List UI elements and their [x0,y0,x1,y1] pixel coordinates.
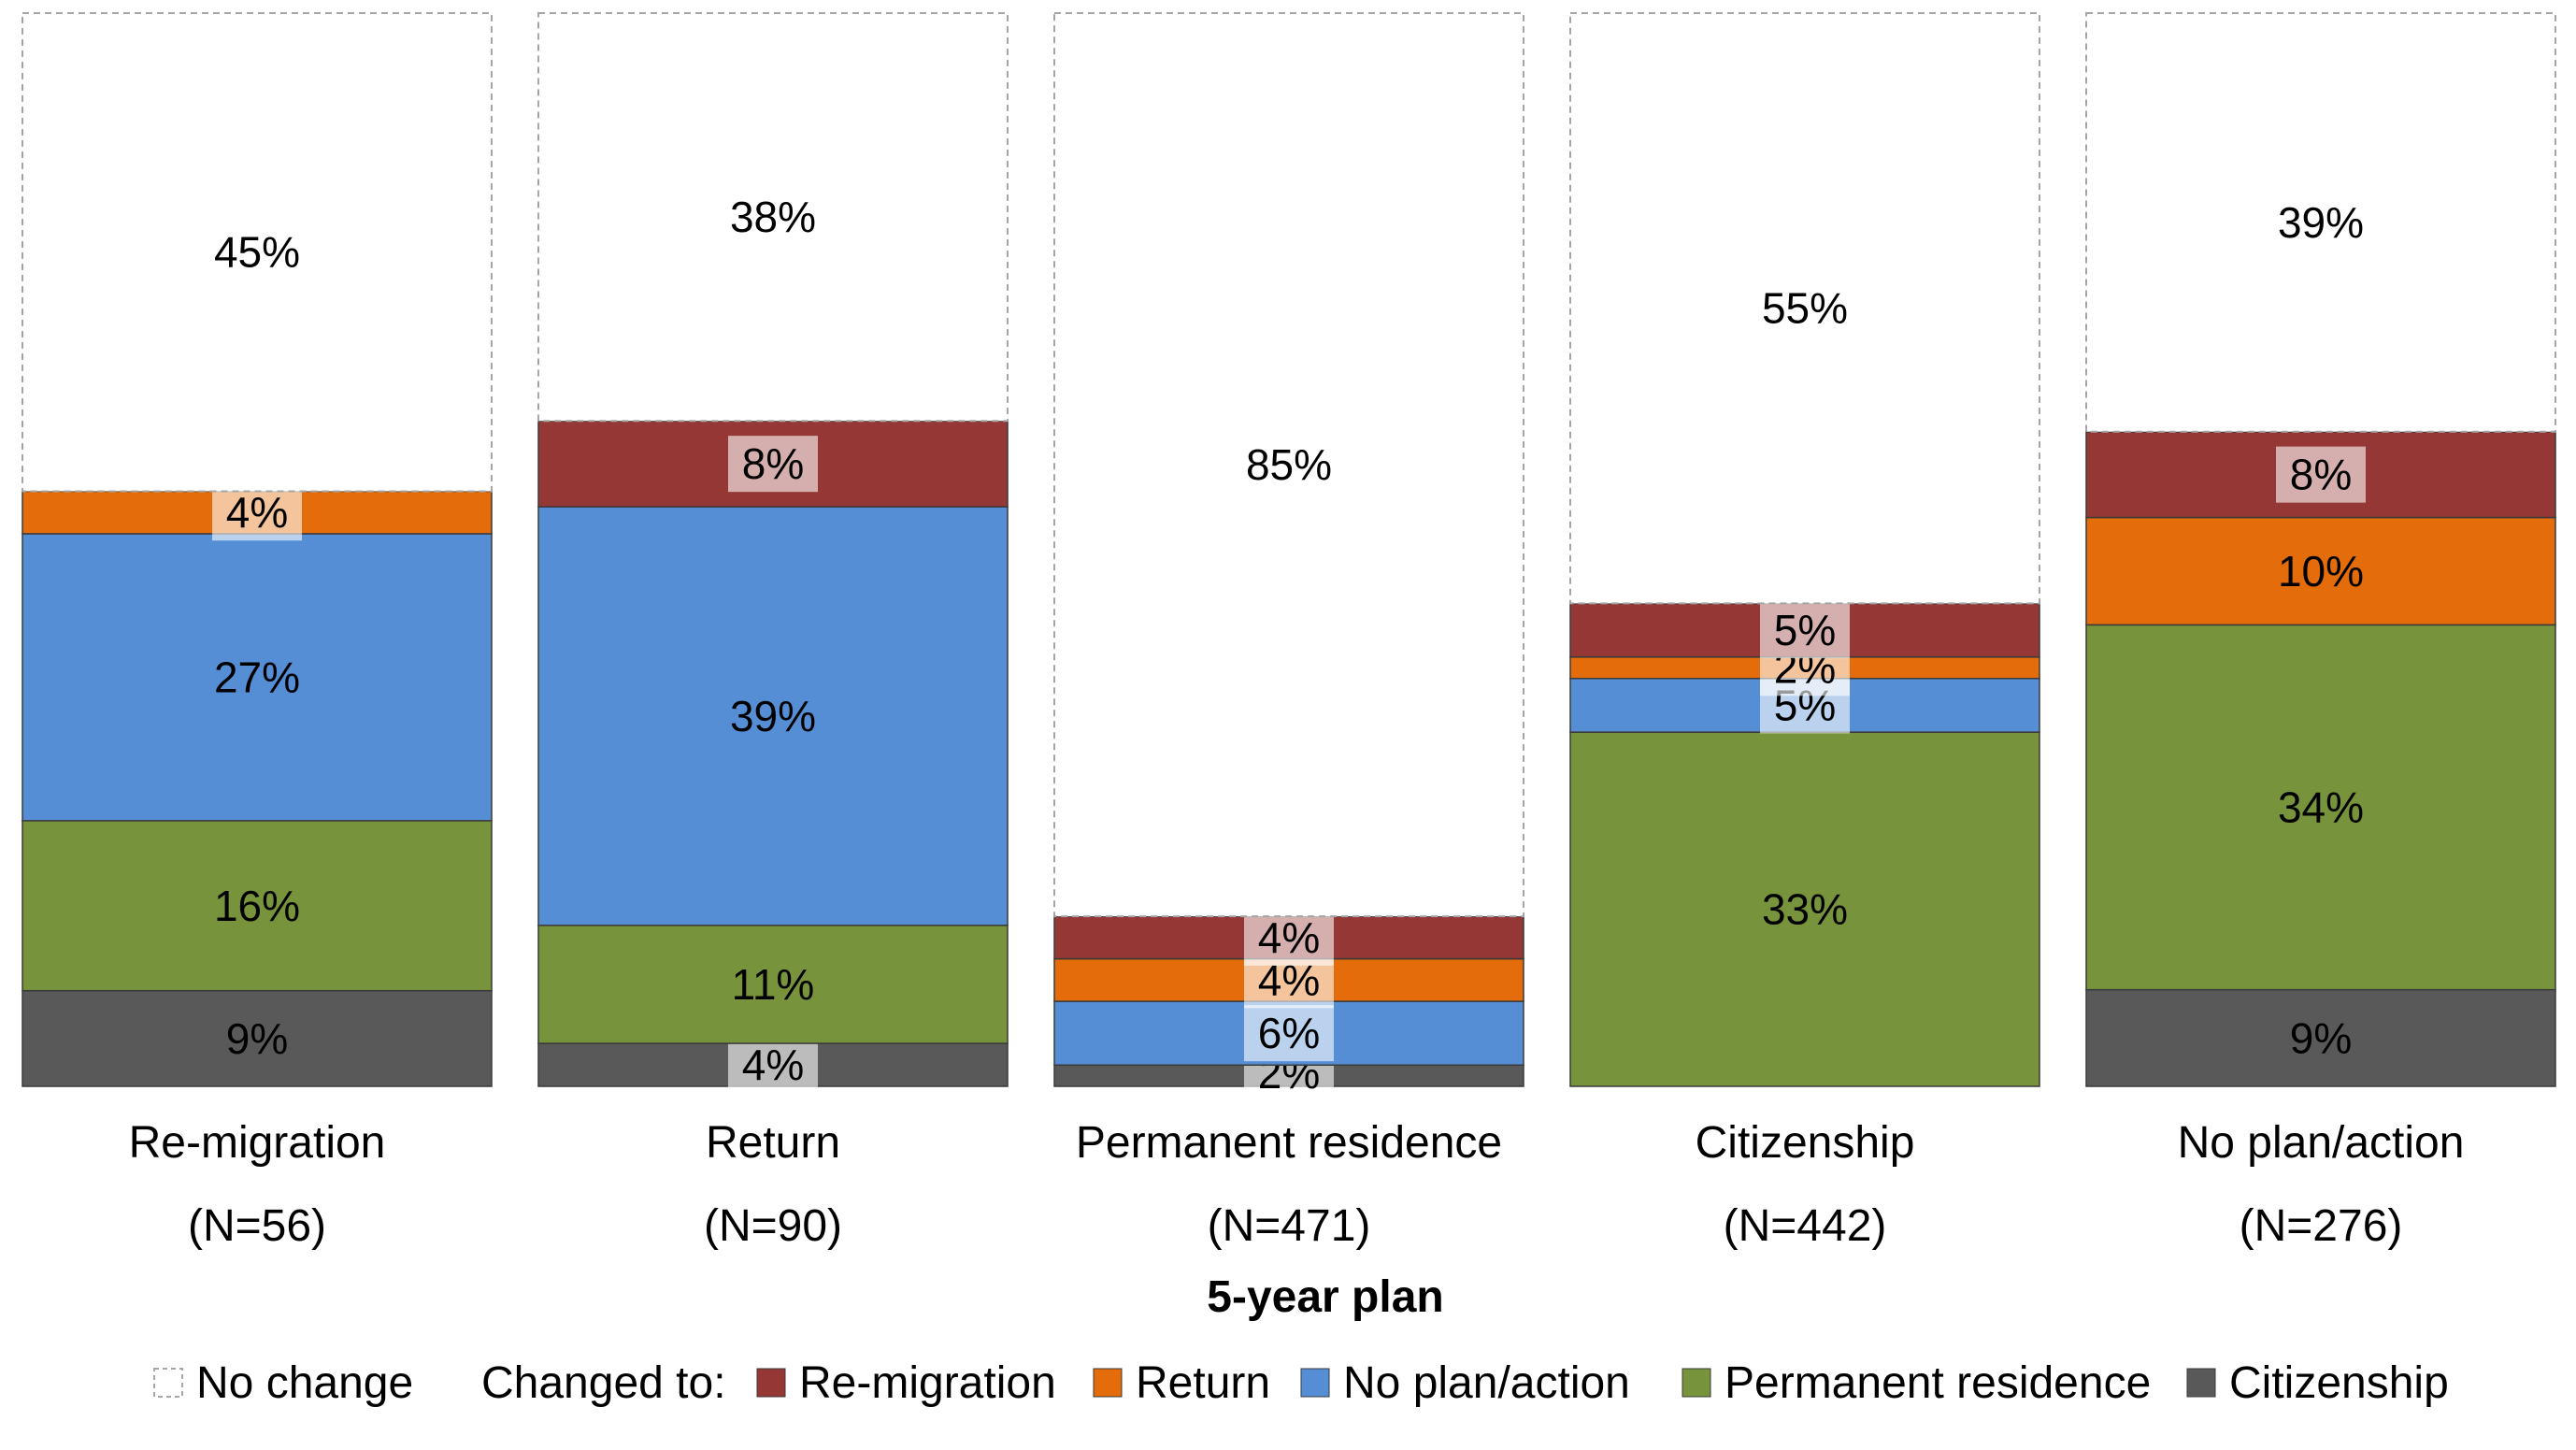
data-label: 4% [1258,913,1320,962]
category-label: Return [706,1118,840,1168]
data-label: 6% [1258,1009,1320,1057]
data-label: 9% [226,1014,288,1063]
data-label: 4% [742,1041,804,1089]
bar-segment [1569,12,2040,605]
legend-entry: No change [196,1358,413,1408]
data-label: 8% [2290,451,2352,499]
data-label: 38% [730,193,816,241]
data-label: 39% [730,692,816,740]
bar-segment [537,506,1009,926]
bar-segment [1053,12,1524,918]
data-label: 33% [1762,885,1848,934]
category-n-label: (N=276) [2240,1201,2403,1251]
category-label: Permanent residence [1076,1118,1502,1168]
data-label: 5% [1774,606,1836,654]
category-n-label: (N=90) [704,1201,842,1251]
legend-entry: No plan/action [1343,1358,1630,1408]
x-axis-title: 5-year plan [1207,1272,1443,1322]
data-label: 27% [214,653,300,701]
data-label: 55% [1762,284,1848,333]
category-labels: Re-migration (N=56) Return (N=90) Permanent … [129,1118,2465,1251]
legend: No change Changed to: Re-migration Return No… [153,1358,2449,1408]
legend-swatch [1093,1368,1123,1398]
data-label: 10% [2278,547,2364,596]
category-n-label: (N=471) [1208,1201,1371,1251]
legend-swatch [1682,1368,1711,1398]
data-label: 34% [2278,783,2364,832]
bar-segment [21,989,493,1087]
data-label-background [1244,1005,1334,1062]
category-n-label: (N=442) [1724,1201,1887,1251]
legend-swatch [1300,1368,1330,1398]
legend-prefix: Changed to: [481,1358,726,1408]
legend-entry: Permanent residence [1724,1358,2151,1408]
category-label: No plan/action [2178,1118,2465,1168]
category-label: Re-migration [129,1118,386,1168]
data-label: 16% [214,882,300,930]
bar-segment [21,12,493,493]
data-label-background [2276,446,2366,503]
bar-segment [2085,516,2556,626]
bar-segment [2085,12,2556,433]
category-n-label: (N=56) [188,1201,326,1251]
data-label: 85% [1246,440,1332,489]
data-label: 9% [2290,1013,2352,1062]
data-label: 39% [2278,198,2364,247]
legend-entry: Citizenship [2229,1358,2449,1408]
bar-segment [2085,988,2556,1087]
data-label: 8% [742,439,804,488]
data-label-background [728,1037,818,1094]
bar-segment [21,820,493,992]
bars-group: 9%16%27%4%45%4%11%39%8%38%2%6%4%4%85%33%… [21,12,2556,1101]
category-label: Citizenship [1696,1118,1915,1168]
legend-entry: Return [1136,1358,1270,1408]
data-label-background [1244,909,1334,966]
bar-segment [537,925,1009,1044]
data-label: 4% [226,488,288,537]
bar-segment [537,12,1009,423]
data-label: 45% [214,228,300,277]
data-label-background [728,436,818,493]
legend-swatch [153,1368,183,1398]
legend-swatch [756,1368,786,1398]
legend-swatch [2186,1368,2216,1398]
data-label: 11% [732,960,815,1009]
legend-entry: Re-migration [799,1358,1056,1408]
bar-segment [1569,731,2040,1087]
data-label-background [212,484,302,541]
data-label-background [1760,602,1850,659]
bar-segment [2085,624,2556,991]
